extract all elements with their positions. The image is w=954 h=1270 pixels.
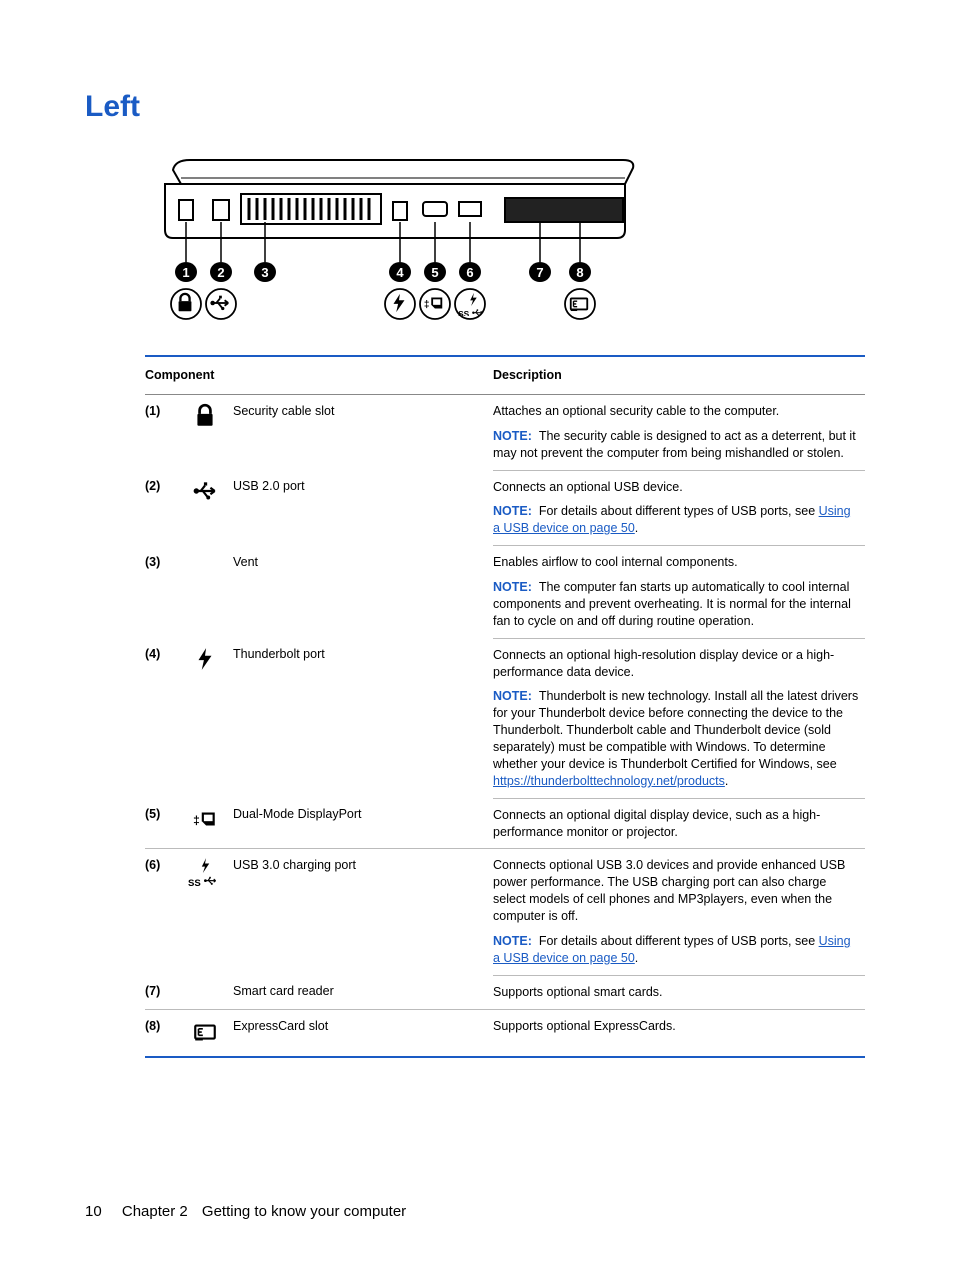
row-num: (6) bbox=[145, 849, 183, 975]
th-component: Component bbox=[145, 356, 493, 394]
lock-icon bbox=[183, 394, 233, 470]
component-desc: Supports optional smart cards. bbox=[493, 975, 865, 1009]
component-note: NOTE: For details about different types … bbox=[493, 499, 865, 545]
note-label: NOTE: bbox=[493, 504, 532, 518]
svg-text:2: 2 bbox=[217, 265, 224, 280]
row-num: (4) bbox=[145, 638, 183, 798]
component-desc: Supports optional ExpressCards. bbox=[493, 1009, 865, 1057]
svg-text:‡: ‡ bbox=[193, 814, 200, 828]
svg-text:1: 1 bbox=[182, 265, 189, 280]
note-link[interactable]: Using a USB device on page 50 bbox=[493, 934, 851, 965]
component-name: Security cable slot bbox=[233, 394, 493, 470]
component-name: USB 3.0 charging port bbox=[233, 849, 493, 975]
row-num: (1) bbox=[145, 394, 183, 470]
component-desc: Connects optional USB 3.0 devices and pr… bbox=[493, 849, 865, 929]
no-icon bbox=[183, 546, 233, 639]
component-note: NOTE: For details about different types … bbox=[493, 929, 865, 975]
note-label: NOTE: bbox=[493, 580, 532, 594]
row-num: (8) bbox=[145, 1009, 183, 1057]
svg-text:SS: SS bbox=[188, 878, 201, 889]
component-name: USB 2.0 port bbox=[233, 470, 493, 546]
usb3-charge-icon: SS bbox=[183, 849, 233, 975]
note-label: NOTE: bbox=[493, 934, 532, 948]
component-name: Smart card reader bbox=[233, 975, 493, 1009]
displayport-icon: ‡ bbox=[183, 798, 233, 849]
component-desc: Attaches an optional security cable to t… bbox=[493, 394, 865, 423]
component-note: NOTE: The computer fan starts up automat… bbox=[493, 575, 865, 638]
component-note: NOTE: Thunderbolt is new technology. Ins… bbox=[493, 684, 865, 798]
component-name: Thunderbolt port bbox=[233, 638, 493, 798]
page-number: 10 bbox=[85, 1203, 102, 1220]
page-heading: Left bbox=[85, 90, 869, 124]
svg-text:3: 3 bbox=[261, 265, 268, 280]
row-num: (2) bbox=[145, 470, 183, 546]
side-diagram: 1 2 3 4 5 ‡ 6 SS 7 8 bbox=[145, 152, 869, 337]
component-name: Vent bbox=[233, 546, 493, 639]
component-desc: Connects an optional digital display dev… bbox=[493, 798, 865, 849]
svg-text:SS: SS bbox=[458, 309, 470, 316]
component-name: ExpressCard slot bbox=[233, 1009, 493, 1057]
chapter-label: Chapter 2 bbox=[122, 1203, 188, 1220]
page-footer: 10 Chapter 2 Getting to know your comput… bbox=[85, 1203, 406, 1220]
svg-text:6: 6 bbox=[466, 265, 473, 280]
expresscard-icon bbox=[183, 1009, 233, 1057]
svg-text:4: 4 bbox=[396, 265, 404, 280]
bolt-icon bbox=[183, 638, 233, 798]
component-desc: Connects an optional high-resolution dis… bbox=[493, 638, 865, 684]
component-note: NOTE: The security cable is designed to … bbox=[493, 424, 865, 470]
note-label: NOTE: bbox=[493, 429, 532, 443]
svg-text:‡: ‡ bbox=[424, 300, 430, 311]
component-desc: Connects an optional USB device. bbox=[493, 470, 865, 499]
no-icon bbox=[183, 975, 233, 1009]
svg-text:8: 8 bbox=[576, 265, 583, 280]
chapter-title: Getting to know your computer bbox=[202, 1203, 406, 1220]
row-num: (7) bbox=[145, 975, 183, 1009]
component-table: Component Description (1) Security cable… bbox=[145, 355, 865, 1058]
th-description: Description bbox=[493, 356, 865, 394]
note-link[interactable]: Using a USB device on page 50 bbox=[493, 504, 851, 535]
note-link[interactable]: https://thunderbolttechnology.net/produc… bbox=[493, 774, 725, 788]
note-label: NOTE: bbox=[493, 689, 532, 703]
component-name: Dual-Mode DisplayPort bbox=[233, 798, 493, 849]
svg-text:5: 5 bbox=[431, 265, 438, 280]
usb-icon bbox=[183, 470, 233, 546]
row-num: (5) bbox=[145, 798, 183, 849]
row-num: (3) bbox=[145, 546, 183, 639]
svg-text:7: 7 bbox=[536, 265, 543, 280]
component-desc: Enables airflow to cool internal compone… bbox=[493, 546, 865, 575]
